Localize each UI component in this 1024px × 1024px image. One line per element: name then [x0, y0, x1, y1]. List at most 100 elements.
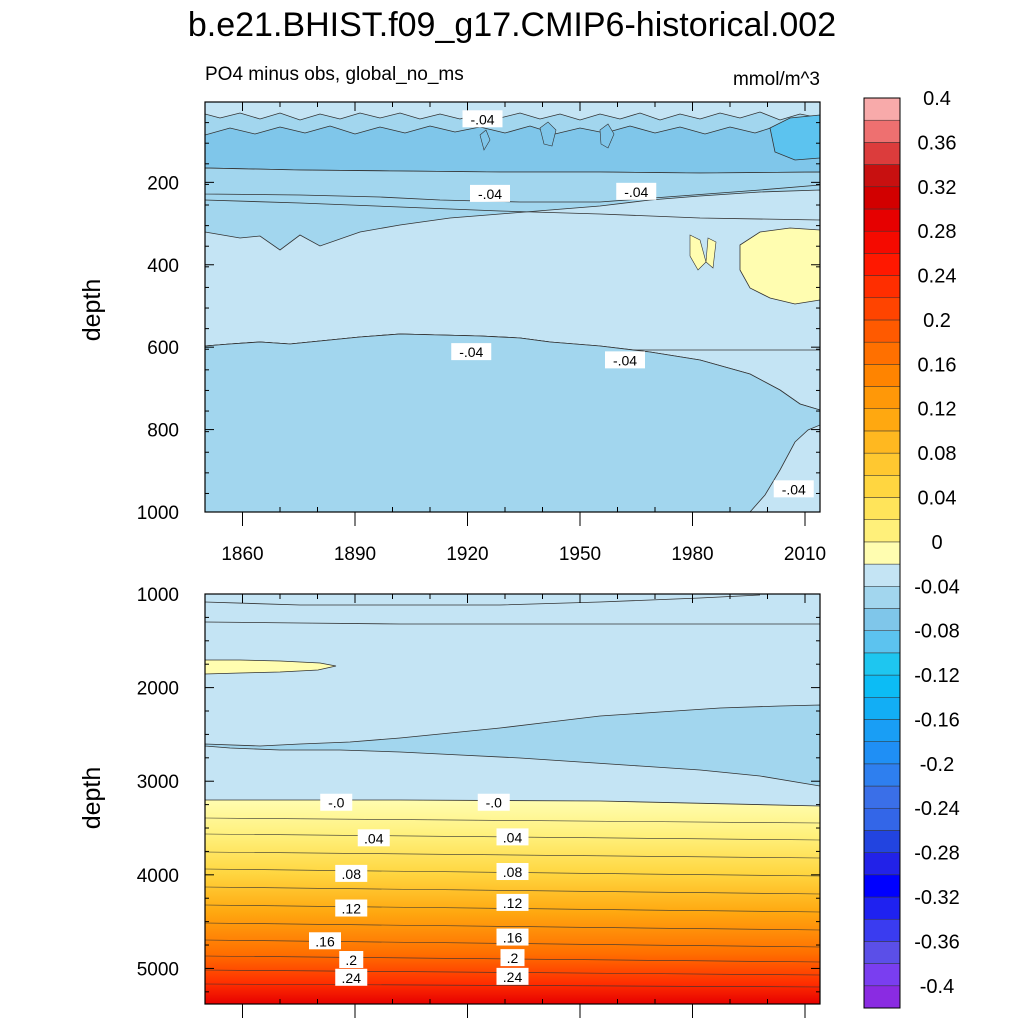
contour-label-box [605, 351, 645, 369]
lower-contour-5 [205, 851, 820, 859]
colorbar-label: -0.16 [914, 709, 960, 731]
upper-band-main-lower [205, 333, 820, 512]
upper-axis-ticks: 200 400 600 800 1000 [137, 101, 820, 526]
contour-label-box [496, 863, 529, 881]
contour-label-box [335, 899, 368, 917]
lower-contour-9 [205, 922, 820, 931]
colorbar-swatch [863, 608, 901, 631]
upper-band-surface [205, 102, 820, 121]
contour-label-box [309, 932, 341, 950]
colorbar-label: -0.24 [914, 798, 960, 820]
colorbar-swatch [863, 408, 901, 432]
upper-contour-1 [205, 199, 820, 221]
lower-contour-1 [205, 594, 761, 606]
colorbar-swatch [863, 319, 901, 343]
colorbar-swatch [863, 941, 901, 964]
y-tick-label: 1000 [137, 503, 179, 524]
contour-label: -.04 [782, 481, 806, 497]
subtitle-left: PO4 minus obs, global_no_ms [205, 64, 464, 85]
y-tick-label: 200 [147, 173, 179, 194]
colorbar-swatch [863, 475, 901, 498]
colorbar-label: 0.12 [918, 399, 957, 421]
colorbar-swatch [863, 297, 901, 321]
colorbar-label: 0.04 [918, 488, 957, 510]
colorbar-swatch [863, 253, 901, 276]
chart-title: b.e21.BHIST.f09_g17.CMIP6-historical.002 [188, 6, 836, 44]
colorbar-label: 0.28 [918, 221, 957, 243]
colorbar-swatch [863, 652, 901, 676]
colorbar-swatch [863, 519, 901, 543]
colorbar-swatch [863, 452, 901, 476]
y-tick-label: 4000 [137, 866, 179, 887]
colorbar-swatch [863, 364, 901, 387]
colorbar-label: 0.2 [923, 310, 951, 332]
colorbar-swatch [863, 918, 901, 942]
contour-label-box [339, 951, 364, 969]
colorbar-swatch [863, 164, 901, 188]
upper-yellow-patch-3 [705, 237, 717, 269]
lower-frame [204, 593, 821, 1005]
colorbar-label: 0.16 [918, 354, 957, 376]
contour-label-box [477, 793, 510, 811]
contour-label-box [320, 793, 353, 811]
lower-contour-labels: -.0 -.0 .04 .04 .08 .08 .12 .12 .16 .16 .2 .2 .24 .24 [309, 793, 529, 986]
contour-label-box [462, 110, 503, 128]
y-tick-label: 2000 [137, 679, 179, 700]
upper-panel [205, 102, 820, 512]
contour-label: -.04 [459, 344, 483, 360]
colorbar-swatch [863, 874, 901, 898]
contour-label: .08 [503, 864, 523, 880]
contour-label: .12 [342, 901, 362, 917]
colorbar-swatch [863, 186, 901, 210]
colorbar-swatch [863, 586, 901, 609]
colorbar-swatch [863, 230, 901, 254]
colorbar-labels: -0.4 -0.36 -0.32 -0.28 -0.24 -0.2 -0.16 -0.12 -0… [914, 88, 960, 998]
colorbar-label: -0.28 [914, 843, 960, 865]
colorbar-swatch [863, 630, 901, 654]
x-tick-label: 1980 [671, 544, 713, 565]
colorbar-swatch [863, 97, 901, 121]
contour-label-box [357, 829, 390, 847]
contour-label: -.04 [613, 352, 637, 368]
colorbar-swatch [863, 497, 901, 520]
upper-contour-labels: -.04 -.04 -.04 -.04 -.04 -.04 [451, 110, 814, 498]
colorbar-swatch [863, 386, 901, 409]
colorbar-swatch [863, 541, 901, 565]
lower-band-mid [205, 704, 820, 787]
lower-ylabel: depth [78, 767, 106, 830]
contour-label: .04 [364, 830, 384, 846]
x-tick-label: 1950 [559, 544, 601, 565]
contour-label: .24 [342, 970, 362, 986]
contour-label: -.04 [624, 184, 648, 200]
colorbar-swatch [863, 985, 901, 1009]
colorbar-label: -0.12 [914, 665, 960, 687]
x-axis-ticks: 1860 1890 1920 1950 1980 2010 [221, 544, 826, 565]
colorbar-label: 0.32 [918, 177, 957, 199]
colorbar-frame [863, 97, 901, 1009]
contour-label: -.04 [470, 111, 494, 127]
contour-label-box [451, 343, 492, 361]
colorbar-swatch [863, 807, 901, 831]
contour-label: .04 [503, 829, 523, 845]
colorbar-swatch [863, 785, 901, 809]
colorbar-label: 0.4 [923, 88, 951, 110]
upper-ylabel: depth [78, 279, 106, 342]
colorbar-swatch [863, 719, 901, 742]
colorbar-swatch [863, 674, 901, 698]
y-tick-label: 600 [147, 338, 179, 359]
colorbar-label: 0.24 [918, 266, 957, 288]
colorbar-label: -0.36 [914, 931, 960, 953]
upper-frame [204, 101, 821, 513]
upper-patch-1 [769, 114, 820, 161]
contour-label-box [335, 864, 368, 882]
contour-label-box [496, 928, 529, 946]
contour-label: -.04 [478, 186, 502, 202]
colorbar-swatch [863, 142, 901, 165]
colorbar-label: -0.32 [914, 887, 960, 909]
upper-patch-4 [599, 123, 615, 149]
contour-label-box [496, 828, 529, 846]
contour-label: .16 [503, 930, 523, 946]
y-tick-label: 400 [147, 256, 179, 277]
contour-label-box [496, 893, 529, 911]
upper-band-mid [205, 167, 820, 203]
